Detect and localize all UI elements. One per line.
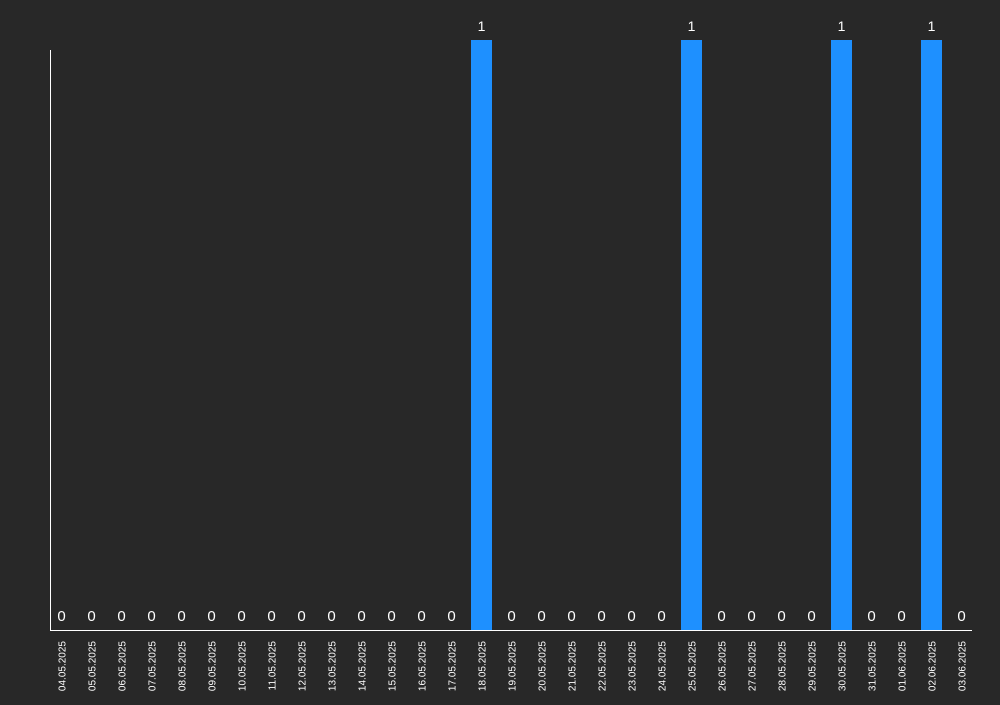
x-tick-label-23.05.2025: 23.05.2025 (628, 641, 639, 691)
data-label-03.06.2025: 0 (957, 608, 965, 625)
x-tick-label-07.05.2025: 07.05.2025 (148, 641, 159, 691)
x-tick-label-28.05.2025: 28.05.2025 (778, 641, 789, 691)
data-label-20.05.2025: 0 (537, 608, 545, 625)
data-label-25.05.2025: 1 (688, 18, 696, 34)
data-label-02.06.2025: 1 (928, 18, 936, 34)
x-tick-label-08.05.2025: 08.05.2025 (178, 641, 189, 691)
data-label-22.05.2025: 0 (597, 608, 605, 625)
data-labels-layer: 0 0 0 0 0 0 0 0 0 0 0 0 0 0 1 0 0 0 0 0 0 1 0 0 0 0 1 0 0 1 0 (57, 18, 965, 625)
bar-25.05.2025 (681, 40, 702, 630)
bar-02.06.2025 (921, 40, 942, 630)
data-label-18.05.2025: 1 (478, 18, 486, 34)
x-tick-label-29.05.2025: 29.05.2025 (808, 641, 819, 691)
data-label-21.05.2025: 0 (567, 608, 575, 625)
bar-30.05.2025 (831, 40, 852, 630)
x-tick-label-06.05.2025: 06.05.2025 (118, 641, 129, 691)
data-label-07.05.2025: 0 (147, 608, 155, 625)
x-tick-label-04.05.2025: 04.05.2025 (58, 641, 69, 691)
data-label-10.05.2025: 0 (237, 608, 245, 625)
data-label-19.05.2025: 0 (507, 608, 515, 625)
data-label-30.05.2025: 1 (838, 18, 846, 34)
x-tick-label-09.05.2025: 09.05.2025 (208, 641, 219, 691)
bar-18.05.2025 (471, 40, 492, 630)
x-tick-label-05.05.2025: 05.05.2025 (88, 641, 99, 691)
data-label-09.05.2025: 0 (207, 608, 215, 625)
data-label-24.05.2025: 0 (657, 608, 665, 625)
data-label-04.05.2025: 0 (57, 608, 65, 625)
data-label-01.06.2025: 0 (897, 608, 905, 625)
x-tick-label-02.06.2025: 02.06.2025 (928, 641, 939, 691)
data-label-12.05.2025: 0 (297, 608, 305, 625)
x-tick-label-17.05.2025: 17.05.2025 (448, 641, 459, 691)
x-tick-label-26.05.2025: 26.05.2025 (718, 641, 729, 691)
x-tick-label-27.05.2025: 27.05.2025 (748, 641, 759, 691)
data-label-29.05.2025: 0 (807, 608, 815, 625)
data-label-13.05.2025: 0 (327, 608, 335, 625)
data-label-08.05.2025: 0 (177, 608, 185, 625)
x-tick-label-30.05.2025: 30.05.2025 (838, 641, 849, 691)
data-label-05.05.2025: 0 (87, 608, 95, 625)
x-tick-labels-layer: 04.05.2025 05.05.2025 06.05.2025 07.05.2025… (58, 641, 969, 691)
x-tick-label-01.06.2025: 01.06.2025 (898, 641, 909, 691)
data-label-16.05.2025: 0 (417, 608, 425, 625)
x-tick-label-11.05.2025: 11.05.2025 (268, 641, 279, 691)
x-tick-label-22.05.2025: 22.05.2025 (598, 641, 609, 691)
x-tick-label-14.05.2025: 14.05.2025 (358, 641, 369, 691)
x-tick-label-21.05.2025: 21.05.2025 (568, 641, 579, 691)
x-tick-label-10.05.2025: 10.05.2025 (238, 641, 249, 691)
x-tick-label-18.05.2025: 18.05.2025 (478, 641, 489, 691)
x-tick-label-24.05.2025: 24.05.2025 (658, 641, 669, 691)
x-tick-label-19.05.2025: 19.05.2025 (508, 641, 519, 691)
data-label-27.05.2025: 0 (747, 608, 755, 625)
data-label-28.05.2025: 0 (777, 608, 785, 625)
data-label-11.05.2025: 0 (267, 608, 275, 625)
data-label-17.05.2025: 0 (447, 608, 455, 625)
data-label-31.05.2025: 0 (867, 608, 875, 625)
data-label-06.05.2025: 0 (117, 608, 125, 625)
x-tick-label-03.06.2025: 03.06.2025 (958, 641, 969, 691)
x-tick-label-15.05.2025: 15.05.2025 (388, 641, 399, 691)
data-label-15.05.2025: 0 (387, 608, 395, 625)
x-tick-label-13.05.2025: 13.05.2025 (328, 641, 339, 691)
x-tick-label-25.05.2025: 25.05.2025 (688, 641, 699, 691)
data-label-23.05.2025: 0 (627, 608, 635, 625)
x-tick-label-31.05.2025: 31.05.2025 (868, 641, 879, 691)
x-tick-label-20.05.2025: 20.05.2025 (538, 641, 549, 691)
x-tick-label-12.05.2025: 12.05.2025 (298, 641, 309, 691)
data-label-26.05.2025: 0 (717, 608, 725, 625)
data-label-14.05.2025: 0 (357, 608, 365, 625)
x-tick-label-16.05.2025: 16.05.2025 (418, 641, 429, 691)
bars-layer (471, 40, 942, 630)
